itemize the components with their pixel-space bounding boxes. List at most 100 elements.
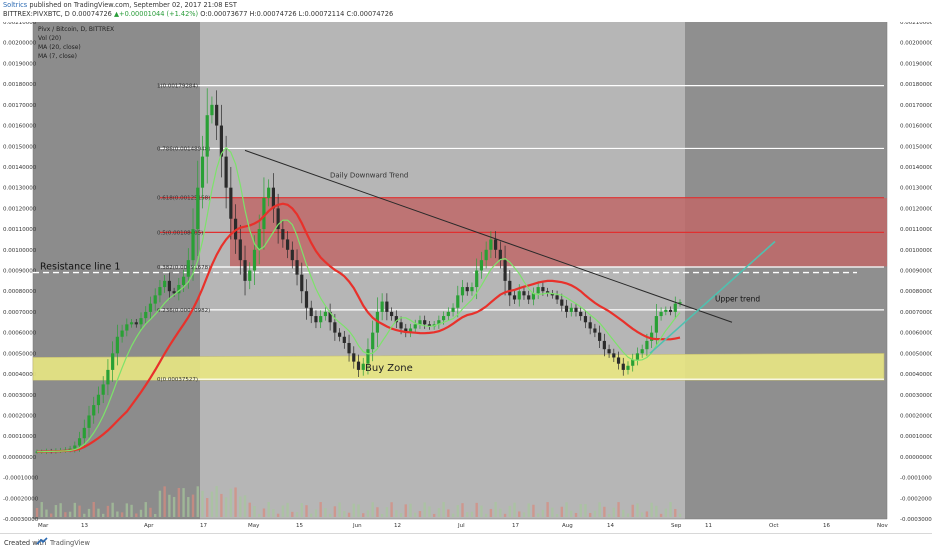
volume-bar [494, 502, 497, 517]
volume-bar [584, 504, 587, 517]
x-tick: 17 [200, 523, 207, 529]
y-tick-left: -0.00010000 [3, 476, 39, 482]
candle-body [200, 156, 205, 188]
volume-bar [380, 513, 384, 517]
y-tick-left: 0.00020000 [3, 413, 37, 419]
candle-body [158, 287, 162, 296]
candle-body [475, 270, 479, 288]
volume-bar [456, 505, 459, 517]
volume-bar [234, 487, 237, 517]
volume-bar [366, 510, 370, 517]
fib-label: 0.5(0.00108405) [157, 230, 203, 236]
candle-body [224, 156, 228, 188]
candle-body [153, 295, 157, 304]
candle-body [456, 295, 460, 308]
candle-body [546, 291, 550, 294]
chart-footer: Created with TradingView [0, 533, 932, 551]
fib-label: 1(0.00179284) [157, 84, 198, 90]
volume-bar [489, 508, 493, 517]
y-tick-left: 0.00140000 [3, 165, 37, 171]
volume-bar [258, 513, 261, 517]
y-tick-left: 0.00200000 [3, 41, 37, 47]
candle-body [673, 303, 677, 312]
price-quote: 0.00074726 [72, 10, 112, 18]
y-tick-right: 0.00140000 [900, 165, 932, 171]
publication-line: Soltrics published on TradingView.com, S… [3, 1, 237, 10]
y-tick-right: 0.00110000 [900, 227, 932, 233]
volume-bar [333, 506, 337, 517]
volume-bar [291, 511, 294, 517]
author-link[interactable]: Soltrics [3, 1, 28, 9]
candle-body [167, 280, 171, 292]
volume-bar [527, 503, 530, 517]
x-tick: Sep [671, 523, 682, 529]
y-tick-right: 0.00040000 [900, 372, 932, 378]
x-tick: 16 [823, 523, 830, 529]
y-tick-right: 0.00170000 [900, 103, 932, 109]
volume-bar [54, 505, 58, 517]
x-tick: 11 [705, 523, 712, 529]
y-tick-right: 0.00060000 [900, 331, 932, 337]
volume-bar [593, 510, 597, 517]
volume-bar [503, 513, 507, 517]
candle-body [238, 239, 242, 261]
candle-body [181, 276, 186, 285]
candle-body [621, 363, 625, 370]
candle-body [186, 260, 190, 277]
volume-bar [116, 511, 119, 517]
y-tick-left: 0.00070000 [3, 310, 37, 316]
volume-bar [414, 512, 417, 517]
volume-bar [650, 502, 653, 517]
volume-bar [617, 502, 620, 517]
volume-bar [73, 502, 77, 517]
candle-body [342, 336, 346, 343]
x-tick: May [248, 523, 260, 529]
volume-bar [626, 513, 630, 517]
volume-bar [139, 509, 143, 517]
y-tick-right: -0.00010000 [900, 476, 932, 482]
y-tick-left: 0.00180000 [3, 82, 37, 88]
x-tick: Oct [769, 523, 779, 529]
volume-bar [570, 510, 573, 517]
candle-body [564, 305, 569, 312]
volume-bar [447, 509, 450, 517]
candle-body [385, 301, 389, 312]
ma7-line [37, 146, 681, 453]
volume-bar [97, 508, 100, 517]
x-tick: Jul [457, 523, 465, 529]
candle-body [659, 311, 663, 317]
y-tick-left: 0.00130000 [3, 186, 37, 192]
volume-bar [565, 502, 568, 517]
volume-bar [395, 510, 398, 517]
volume-bar [177, 487, 181, 517]
volume-bar [404, 504, 407, 517]
volume-bar [546, 502, 549, 517]
candle-body [413, 324, 417, 329]
volume-bar [40, 502, 43, 517]
candle-body [285, 239, 290, 250]
volume-bar [442, 502, 445, 517]
candle-body [579, 311, 583, 317]
upper-trend-label: Upper trend [715, 295, 760, 304]
candle-body [300, 274, 304, 292]
candle-body [281, 229, 285, 240]
candle-body [427, 324, 432, 327]
volume-bar [106, 505, 110, 517]
candle-body [583, 316, 588, 323]
candle-body [219, 125, 223, 157]
y-tick-left: 0.00100000 [3, 248, 37, 254]
candle-body [394, 316, 398, 323]
volume-bar [272, 509, 275, 517]
volume-bar [555, 513, 559, 517]
volume-bar [499, 508, 502, 517]
volume-bar [461, 503, 464, 517]
volume-bar [399, 513, 403, 517]
volume-bar [191, 494, 195, 517]
x-tick: 13 [81, 523, 88, 529]
y-tick-right: 0.00210000 [900, 22, 932, 26]
volume-bar [664, 508, 668, 517]
candle-body [115, 336, 119, 354]
volume-bar [622, 509, 625, 517]
tradingview-brand[interactable]: TradingView [50, 539, 90, 547]
candle-body [465, 287, 469, 292]
